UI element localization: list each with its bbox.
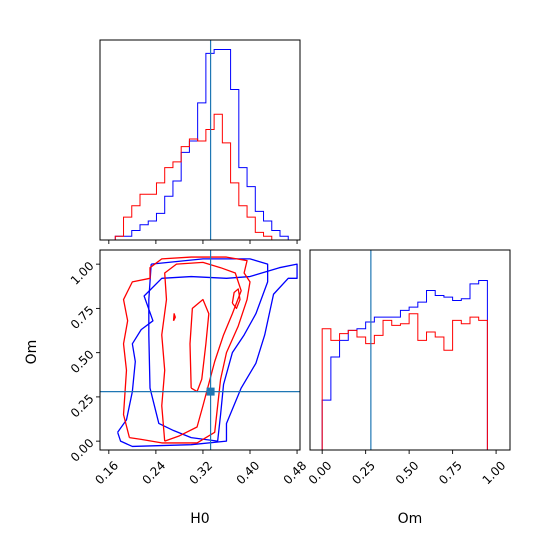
contour-blue-level [117,263,298,448]
histogram-om-frame [309,249,511,451]
histogram-om-panel: 0.00 0.25 0.50 0.75 1.00 [306,249,511,487]
contour-red-level [189,298,210,393]
x-axis-label-om: Om [398,511,423,527]
histogram-h0-red-series [107,113,289,241]
truth-marker [206,387,215,396]
contour-red-level [161,261,242,442]
contour-frame [99,249,301,451]
contour-ytick-label: 1.00 [68,259,97,288]
contour-ytick-label: 0.00 [68,436,97,465]
contour-xtick-label: 0.16 [92,458,121,487]
histogram-h0-panel [99,39,301,244]
contour-ytick-label: 0.75 [68,303,97,332]
x-axis-label-h0: H0 [190,511,209,527]
histogram-om-xtick-label: 1.00 [480,458,509,487]
contour-ytick-label: 0.25 [68,392,97,421]
contour-lines-group [117,256,298,448]
contour-xtick-label: 0.32 [186,458,215,487]
histogram-om-blue-series [310,280,510,451]
histogram-om-xtick-label: 0.25 [349,458,378,487]
histogram-om-xtick-label: 0.50 [393,458,422,487]
contour-ytick-label: 0.50 [68,347,97,376]
histogram-om-xtick-label: 0.75 [436,458,465,487]
histogram-h0-blue-series [107,49,289,241]
histogram-om-xtick-label: 0.00 [306,458,335,487]
y-axis-label-om: Om [24,340,40,365]
contour-red-level [122,256,251,444]
contour-red-level [231,288,241,310]
contour-xtick-label: 0.48 [281,458,310,487]
contour-xtick-label: 0.24 [139,458,168,487]
contour-xtick-label: 0.40 [234,458,263,487]
contour-blue-level [148,258,269,442]
histogram-om-red-series [310,313,510,451]
contour-red-level [172,313,176,322]
histogram-h0-frame [99,39,301,241]
contour-h0-om-panel: 0.16 0.24 0.32 0.40 0.48 0.00 0.25 0.50 0.75 1.00 [68,249,310,487]
